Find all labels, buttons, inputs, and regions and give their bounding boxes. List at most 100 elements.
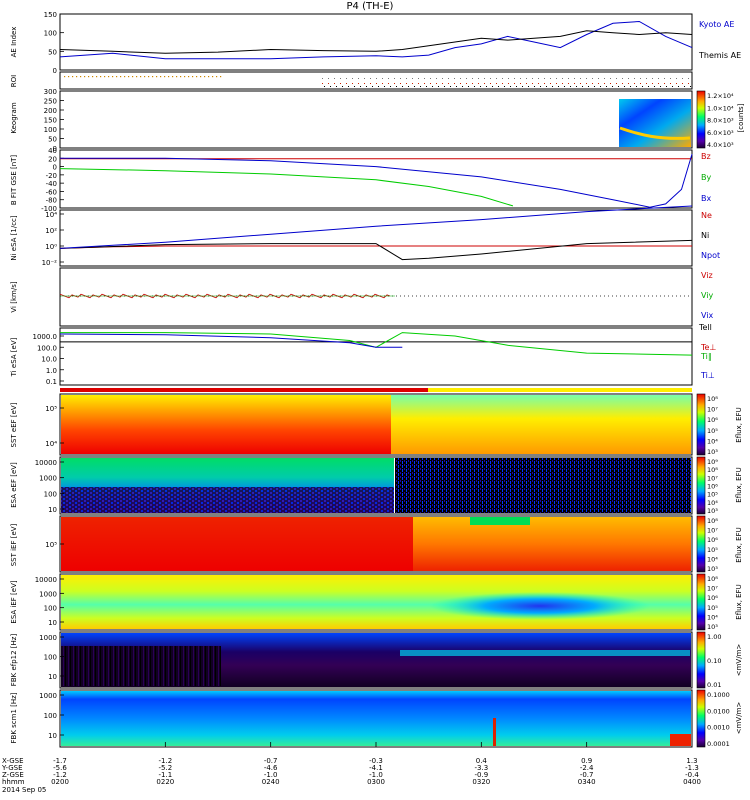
- roi-dot: [646, 83, 647, 84]
- roi-dot: [676, 83, 677, 84]
- esa-i-ytick-2: 100: [44, 605, 57, 613]
- roi-dot: [646, 78, 647, 79]
- footer-t-5: 0340: [578, 778, 596, 786]
- roi-dot: [598, 83, 599, 84]
- legend-kyoto-ae: Kyoto AE: [699, 20, 734, 29]
- roi-dot: [690, 86, 691, 87]
- roi-dot: [116, 76, 118, 78]
- roi-dot: [640, 83, 641, 84]
- roi-dot: [414, 86, 415, 87]
- ylabel-fbk-b: FBK scm1 [Hz]: [10, 692, 18, 743]
- roi-dot: [346, 78, 347, 79]
- roi-dot: [654, 86, 655, 87]
- roi-dot: [622, 78, 623, 79]
- mode-bar-yellow: [428, 388, 692, 392]
- sst-i-green-band: [470, 517, 530, 525]
- roi-dot: [600, 86, 601, 87]
- fbk-b-ytick-1: 100: [44, 712, 57, 720]
- bfield-ytick-3: -20: [46, 172, 57, 180]
- footer-date: 2014 Sep 05: [2, 786, 46, 794]
- roi-dot: [322, 83, 323, 84]
- roi-dot: [562, 83, 563, 84]
- roi-dot: [140, 76, 142, 78]
- roi-dot: [564, 86, 565, 87]
- roi-dot: [328, 83, 329, 84]
- legend-npot: Npot: [701, 251, 720, 260]
- roi-dot: [92, 76, 94, 78]
- bfield-ytick-0: 40: [48, 147, 57, 155]
- roi-dot: [442, 83, 443, 84]
- roi-dot: [522, 86, 523, 87]
- temperature-ytick-1: 100.0: [37, 344, 57, 352]
- legend-ne: Ne: [701, 211, 712, 220]
- roi-dot: [486, 86, 487, 87]
- legend-teperp: Te⊥: [700, 343, 716, 352]
- roi-dot: [502, 78, 503, 79]
- tiperp-line: [59, 333, 403, 348]
- roi-dot: [364, 83, 365, 84]
- sst-e-cbar-tick-5: 10³: [707, 448, 718, 456]
- esa-e-ytick-2: 100: [44, 490, 57, 498]
- roi-dot: [622, 83, 623, 84]
- roi-dot: [372, 86, 373, 87]
- roi-dot: [480, 86, 481, 87]
- roi-dot: [412, 83, 413, 84]
- roi-dot: [358, 83, 359, 84]
- sst-e-ytick-0: 10⁵: [45, 405, 57, 413]
- sst-i-colorbar: [696, 515, 706, 573]
- roi-dot: [604, 78, 605, 79]
- footer-t-2: 0240: [262, 778, 280, 786]
- ylabel-esa-e: ESA eEF [eV]: [10, 462, 18, 508]
- esa-i-colorbar: [696, 573, 706, 631]
- footer-t-0: 0200: [51, 778, 69, 786]
- roi-dot: [688, 83, 689, 84]
- keogram-colorbar: [696, 90, 706, 149]
- roi-dot: [148, 76, 150, 78]
- keogram-cbar-tick-0: 1.2×10⁴: [707, 92, 734, 100]
- roi-dot: [616, 78, 617, 79]
- footer-row-z: Z-GSE: [2, 771, 24, 779]
- roi-dot: [474, 86, 475, 87]
- roi-dot: [568, 83, 569, 84]
- roi-dot: [188, 76, 190, 78]
- keogram-ytick-5: 50: [48, 136, 57, 144]
- roi-dot: [550, 78, 551, 79]
- footer-y-0: -5.6: [53, 764, 67, 772]
- roi-dot: [156, 76, 158, 78]
- keogram-arc: [619, 126, 691, 140]
- esa-e-cbar-tick-1: 10⁸: [707, 466, 718, 474]
- roi-dot: [172, 76, 174, 78]
- roi-dot: [636, 86, 637, 87]
- roi-dot: [672, 86, 673, 87]
- roi-dot: [340, 78, 341, 79]
- temperature-ytick-4: 0.1: [46, 378, 57, 386]
- bfield-ytick-7: -100: [41, 205, 57, 213]
- footer-t-3: 0300: [367, 778, 385, 786]
- roi-dot: [514, 83, 515, 84]
- legend-tell: Tell: [698, 323, 712, 332]
- roi-dot: [394, 78, 395, 79]
- roi-dot: [200, 76, 202, 78]
- roi-dot: [484, 83, 485, 84]
- sst-i-cbar-tick-2: 10⁶: [707, 536, 718, 544]
- ylabel-velocity: Vi [km/s]: [10, 281, 18, 312]
- roi-dot: [574, 83, 575, 84]
- roi-dot: [104, 76, 106, 78]
- roi-dot: [360, 86, 361, 87]
- roi-dot: [334, 78, 335, 79]
- fbk-b-cbar-tick-3: 0.0001: [707, 740, 730, 748]
- roi-dot: [342, 86, 343, 87]
- ylabel-temperature: Ti eSA [eV]: [10, 337, 18, 377]
- roi-dot: [624, 86, 625, 87]
- esa-i-cbar-tick-0: 10⁸: [707, 575, 718, 583]
- esa-i-cbar-tick-2: 10⁶: [707, 594, 718, 602]
- roi-dot: [586, 78, 587, 79]
- roi-dot: [120, 76, 122, 78]
- roi-dot: [618, 86, 619, 87]
- roi-dot: [490, 78, 491, 79]
- roi-dot: [430, 83, 431, 84]
- cbar-label-esa-i: Eflux, EFU: [735, 584, 743, 619]
- fbk-e-cbar-tick-0: 1.00: [707, 633, 721, 641]
- roi-dot: [634, 83, 635, 84]
- roi-dot: [568, 78, 569, 79]
